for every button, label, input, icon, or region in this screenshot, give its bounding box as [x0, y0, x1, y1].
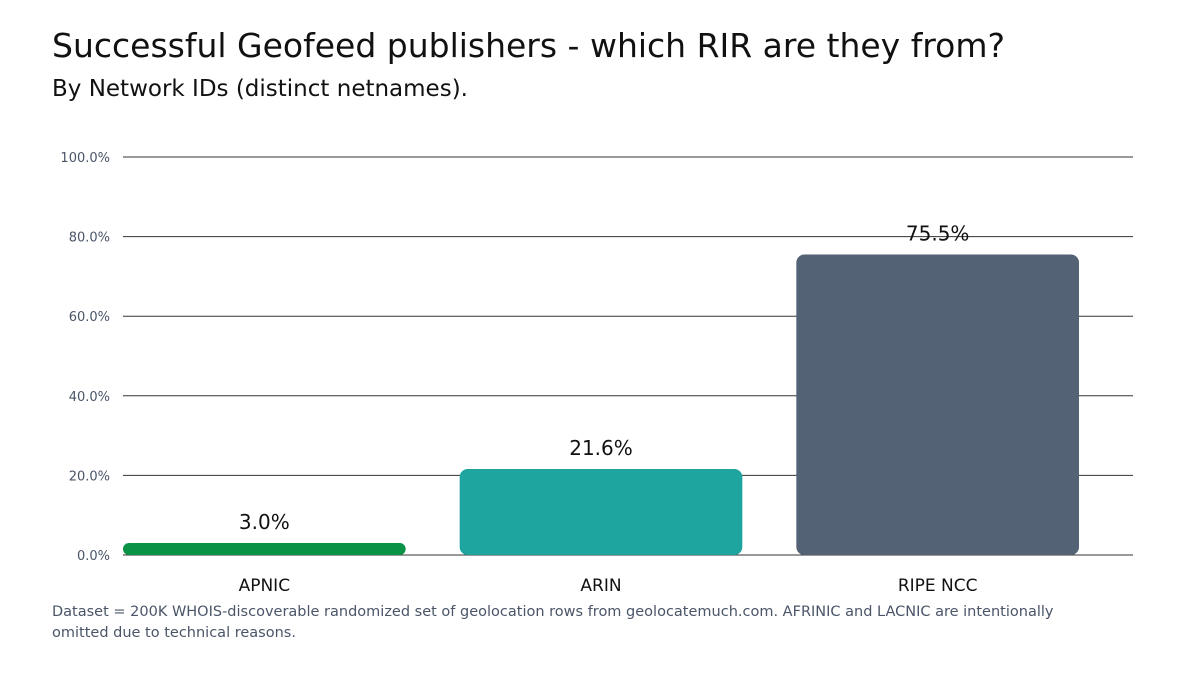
x-tick-label: APNIC — [239, 576, 290, 596]
data-labels: 3.0% 21.6% 75.5% — [239, 222, 970, 535]
chart-title: Successful Geofeed publishers - which RI… — [52, 26, 1006, 65]
x-tick-label: RIPE NCC — [898, 576, 978, 596]
y-tick-label: 100.0% — [60, 151, 110, 166]
bar-arin — [459, 469, 743, 555]
data-label: 21.6% — [569, 436, 633, 460]
y-tick-label: 0.0% — [77, 549, 110, 564]
data-label: 75.5% — [906, 222, 970, 246]
x-axis-ticks: APNIC ARIN RIPE NCC — [239, 576, 978, 596]
y-tick-label: 40.0% — [69, 390, 110, 405]
y-tick-label: 20.0% — [69, 469, 110, 484]
bars — [123, 254, 1079, 555]
bar-apnic — [123, 543, 406, 555]
y-axis-ticks: 0.0% 20.0% 40.0% 60.0% 80.0% 100.0% — [60, 151, 110, 564]
data-label: 3.0% — [239, 510, 290, 534]
chart-footnote: Dataset = 200K WHOIS-discoverable random… — [52, 604, 1054, 641]
y-tick-label: 60.0% — [69, 310, 110, 325]
x-tick-label: ARIN — [580, 576, 621, 596]
bar-chart: 0.0% 20.0% 40.0% 60.0% 80.0% 100.0% 3.0% 21.6%… — [60, 151, 1133, 596]
bar-ripe-ncc — [796, 254, 1079, 555]
y-tick-label: 80.0% — [69, 231, 110, 246]
chart-subtitle: By Network IDs (distinct netnames). — [52, 76, 468, 102]
